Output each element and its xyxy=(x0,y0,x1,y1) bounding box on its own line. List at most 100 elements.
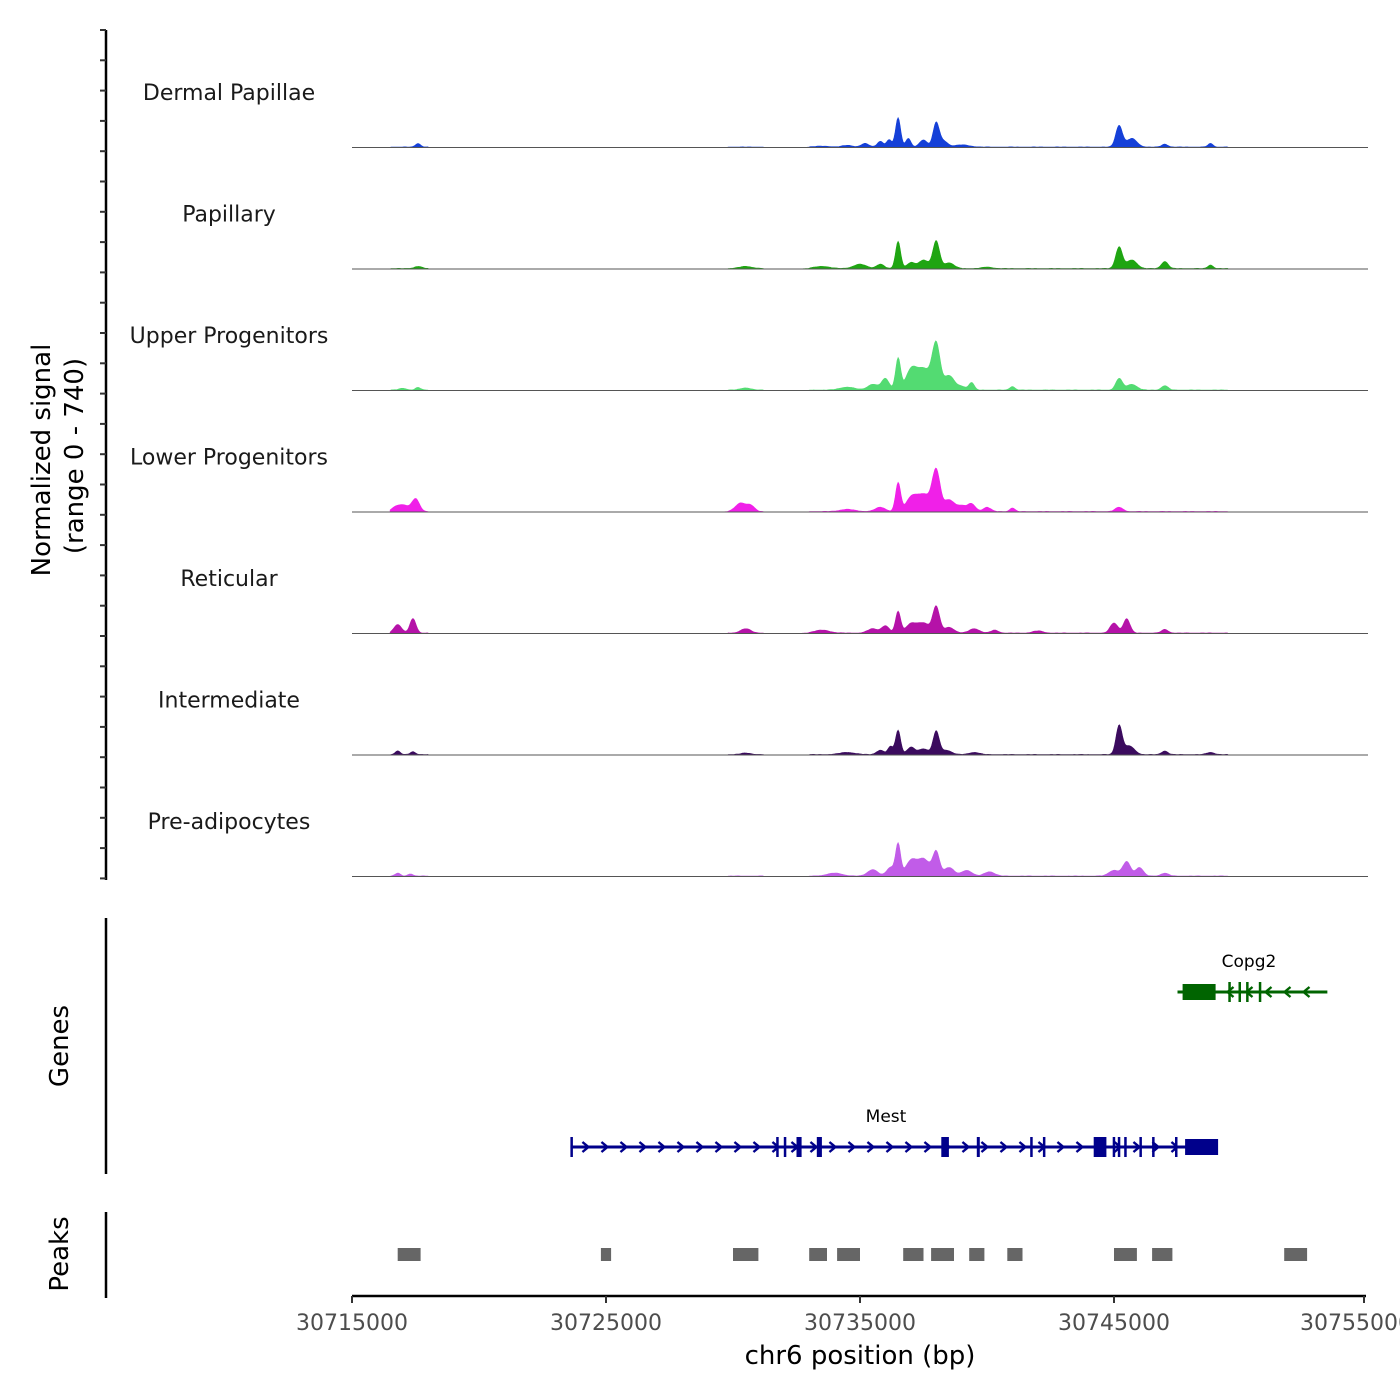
strand-arrow xyxy=(980,1141,990,1153)
coverage-panel: Dermal Papillae Papillary Upper Progenitor… xyxy=(100,29,1368,880)
strand-arrow xyxy=(695,1141,705,1153)
gene-exon xyxy=(1246,982,1249,1002)
gene-exon xyxy=(1228,982,1231,1002)
strand-arrow xyxy=(600,1141,610,1153)
strand-arrow xyxy=(1282,986,1292,998)
gene-exon xyxy=(1139,1137,1142,1157)
gene-exon xyxy=(976,1137,980,1157)
coverage-area xyxy=(389,724,1323,756)
strand-arrow xyxy=(1075,1141,1085,1153)
peak-region xyxy=(1114,1248,1137,1261)
gene-exon xyxy=(1238,982,1241,1002)
strand-arrow xyxy=(581,1141,591,1153)
track-label: Reticular xyxy=(180,567,278,592)
strand-arrow xyxy=(676,1141,686,1153)
gene-exon xyxy=(1042,1137,1046,1157)
peak-region xyxy=(809,1248,827,1261)
track-label: Upper Progenitors xyxy=(130,324,329,349)
strand-arrow xyxy=(1018,1141,1028,1153)
peak-region xyxy=(397,1248,421,1261)
strand-arrow xyxy=(961,1141,971,1153)
gene-model: Mest xyxy=(570,1107,1219,1157)
strand-arrow xyxy=(866,1141,876,1153)
coverage-track: Dermal Papillae xyxy=(143,81,1368,148)
strand-arrow xyxy=(714,1141,724,1153)
peaks-y-label: Peaks xyxy=(45,1216,75,1291)
peak-region xyxy=(733,1248,759,1261)
peak-region xyxy=(1007,1248,1023,1261)
gene-exon xyxy=(1112,1137,1116,1157)
genes-panel: Mest Copg2 xyxy=(104,918,1328,1174)
gene-exon xyxy=(783,1137,787,1157)
gene-exon xyxy=(570,1137,573,1157)
x-tick-label: 30735000 xyxy=(804,1311,916,1336)
coverage-track: Papillary xyxy=(182,203,1368,270)
gene-exon xyxy=(1258,982,1262,1002)
coverage-track: Intermediate xyxy=(158,689,1368,756)
peak-region xyxy=(600,1248,612,1261)
gene-exon xyxy=(1185,1139,1219,1155)
gene-exon xyxy=(1117,1137,1121,1157)
peak-region xyxy=(969,1248,985,1261)
gene-exon xyxy=(1124,1137,1127,1157)
x-tick-label: 30745000 xyxy=(1058,1311,1170,1336)
strand-arrow xyxy=(1225,986,1235,998)
gene-exon xyxy=(1030,1137,1033,1157)
strand-arrow xyxy=(809,1141,819,1153)
strand-arrow xyxy=(847,1141,857,1153)
gene-label: Mest xyxy=(866,1107,907,1127)
strand-arrow xyxy=(1056,1141,1066,1153)
track-label: Dermal Papillae xyxy=(143,81,315,106)
strand-arrow xyxy=(619,1141,629,1153)
x-axis-title: chr6 position (bp) xyxy=(745,1341,976,1371)
track-label: Intermediate xyxy=(158,689,300,714)
y-axis-titles: Normalized signal (range 0 - 740) Genes … xyxy=(27,344,90,1292)
gene-exon xyxy=(1093,1137,1107,1157)
coverage-y-label-line1: Normalized signal xyxy=(27,344,57,577)
x-tick-label: 30715000 xyxy=(296,1311,408,1336)
strand-arrow xyxy=(904,1141,914,1153)
gene-exon xyxy=(796,1137,802,1157)
coverage-track: Reticular xyxy=(180,567,1368,634)
peak-region xyxy=(1152,1248,1173,1261)
peaks-panel xyxy=(104,1212,1308,1298)
gene-label: Copg2 xyxy=(1222,952,1277,972)
strand-arrow xyxy=(733,1141,743,1153)
x-tick-label: 30725000 xyxy=(550,1311,662,1336)
peak-region xyxy=(903,1248,924,1261)
peak-region xyxy=(837,1248,860,1261)
genes-y-label: Genes xyxy=(45,1005,75,1087)
strand-arrow xyxy=(923,1141,933,1153)
coverage-track: Pre-adipocytes xyxy=(148,810,1368,877)
gene-exon xyxy=(1175,1137,1178,1157)
gene-exon xyxy=(776,1137,779,1157)
strand-arrow xyxy=(657,1141,667,1153)
strand-arrow xyxy=(885,1141,895,1153)
strand-arrow xyxy=(752,1141,762,1153)
strand-arrow xyxy=(828,1141,838,1153)
coverage-area xyxy=(389,240,1323,270)
peak-region xyxy=(931,1248,954,1261)
gene-exon xyxy=(816,1137,822,1157)
track-label: Lower Progenitors xyxy=(130,446,328,471)
strand-arrow xyxy=(1301,986,1311,998)
x-tick-label: 30755000 xyxy=(1300,1311,1400,1336)
gene-model: Copg2 xyxy=(1177,952,1328,1002)
strand-arrow xyxy=(1263,986,1273,998)
coverage-track: Lower Progenitors xyxy=(130,446,1368,513)
strand-arrow xyxy=(999,1141,1009,1153)
gene-exon xyxy=(1152,1137,1155,1157)
strand-arrow xyxy=(1113,1141,1123,1153)
peak-region xyxy=(1284,1248,1308,1261)
strand-arrow xyxy=(638,1141,648,1153)
track-label: Pre-adipocytes xyxy=(148,810,311,835)
coverage-y-label-line2: (range 0 - 740) xyxy=(60,358,90,554)
coverage-area xyxy=(389,116,1323,148)
coverage-track: Upper Progenitors xyxy=(130,324,1368,391)
gene-exon xyxy=(941,1137,949,1157)
coverage-area xyxy=(389,841,1323,877)
track-label: Papillary xyxy=(182,203,276,228)
coverage-area xyxy=(389,340,1323,391)
gene-exon xyxy=(1182,984,1216,1000)
